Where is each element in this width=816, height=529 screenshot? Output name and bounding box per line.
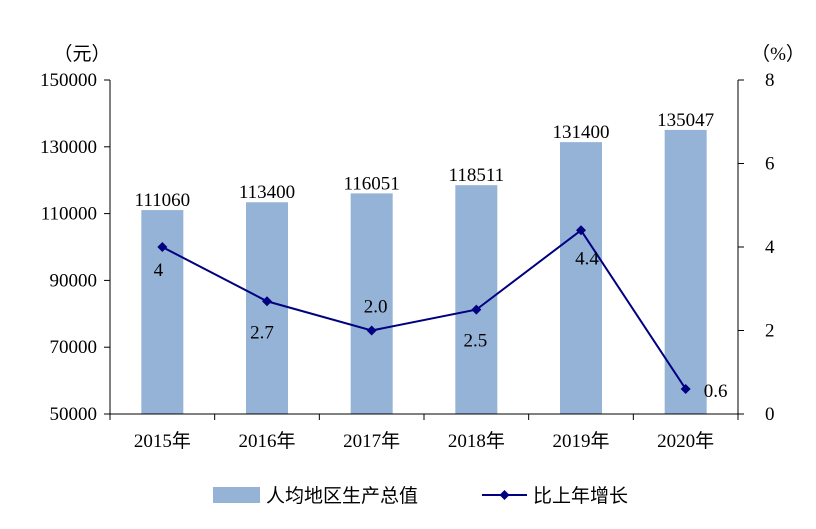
x-tick-label: 2020年 bbox=[657, 430, 714, 452]
growth-point bbox=[157, 242, 168, 252]
left-tick-label: 50000 bbox=[50, 404, 98, 425]
bar bbox=[246, 202, 288, 414]
growth-point bbox=[262, 296, 272, 307]
growth-value-label: 2.7 bbox=[250, 322, 274, 343]
x-tick-label: 2015年 bbox=[134, 430, 191, 452]
legend-line-label: 比上年增长 bbox=[533, 485, 628, 507]
right-tick-label: 2 bbox=[765, 321, 775, 342]
left-tick-label: 70000 bbox=[50, 337, 98, 358]
x-tick-label: 2016年 bbox=[238, 430, 295, 452]
bar bbox=[141, 210, 184, 414]
bar-value-label: 131400 bbox=[553, 122, 610, 143]
right-ticks-group: 0 2 4 6 8 bbox=[738, 70, 775, 425]
bar-value-label: 135047 bbox=[657, 110, 714, 131]
growth-line bbox=[161, 228, 687, 390]
growth-point bbox=[576, 225, 586, 236]
right-tick-label: 0 bbox=[765, 404, 775, 425]
bar bbox=[350, 193, 393, 414]
axes-group bbox=[109, 80, 739, 415]
right-tick-label: 6 bbox=[765, 154, 775, 175]
bar bbox=[560, 142, 602, 414]
growth-point bbox=[680, 383, 691, 394]
growth-value-label: 2.0 bbox=[364, 297, 388, 318]
legend-bar-swatch bbox=[213, 487, 260, 503]
growth-value-label: 0.6 bbox=[704, 381, 728, 402]
legend: 人均地区生产总值 比上年增长 bbox=[213, 485, 628, 507]
bar bbox=[664, 129, 707, 414]
bar-value-label: 111060 bbox=[135, 190, 191, 211]
right-tick-label: 8 bbox=[765, 70, 775, 91]
left-tick-label: 110000 bbox=[41, 204, 97, 225]
growth-point bbox=[366, 325, 377, 336]
left-tick-label: 130000 bbox=[40, 137, 97, 158]
left-tick-label: 150000 bbox=[40, 70, 97, 91]
growth-point bbox=[471, 304, 482, 315]
right-tick-label: 4 bbox=[765, 237, 775, 258]
x-tick-label: 2019年 bbox=[552, 430, 609, 452]
bar-value-label: 118511 bbox=[449, 165, 505, 186]
x-ticks-group: 2015年 2016年 2017年 2018年 2019年 2020年 bbox=[109, 414, 739, 452]
growth-value-label: 4 bbox=[154, 260, 164, 281]
bars-group bbox=[141, 129, 707, 414]
bar-value-label: 116051 bbox=[344, 173, 400, 194]
legend-line-marker bbox=[499, 490, 510, 500]
x-tick-label: 2017年 bbox=[343, 430, 400, 452]
left-axis-unit-label: （元） bbox=[53, 43, 110, 65]
legend-bar-label: 人均地区生产总值 bbox=[266, 485, 418, 507]
bar-value-label: 113400 bbox=[239, 182, 295, 203]
x-tick-label: 2018年 bbox=[448, 430, 505, 452]
left-ticks-group: 50000 70000 90000 110000 130000 150000 bbox=[40, 70, 110, 425]
line-series-group: 4 2.7 2.0 2.5 4.4 0.6 bbox=[154, 225, 728, 402]
bar-labels-group: 111060 113400 116051 118511 131400 135047 bbox=[135, 110, 715, 211]
growth-value-label: 4.4 bbox=[575, 248, 599, 269]
growth-value-label: 2.5 bbox=[463, 331, 487, 352]
left-tick-label: 90000 bbox=[50, 270, 98, 291]
right-axis-unit-label: （%） bbox=[751, 43, 805, 65]
